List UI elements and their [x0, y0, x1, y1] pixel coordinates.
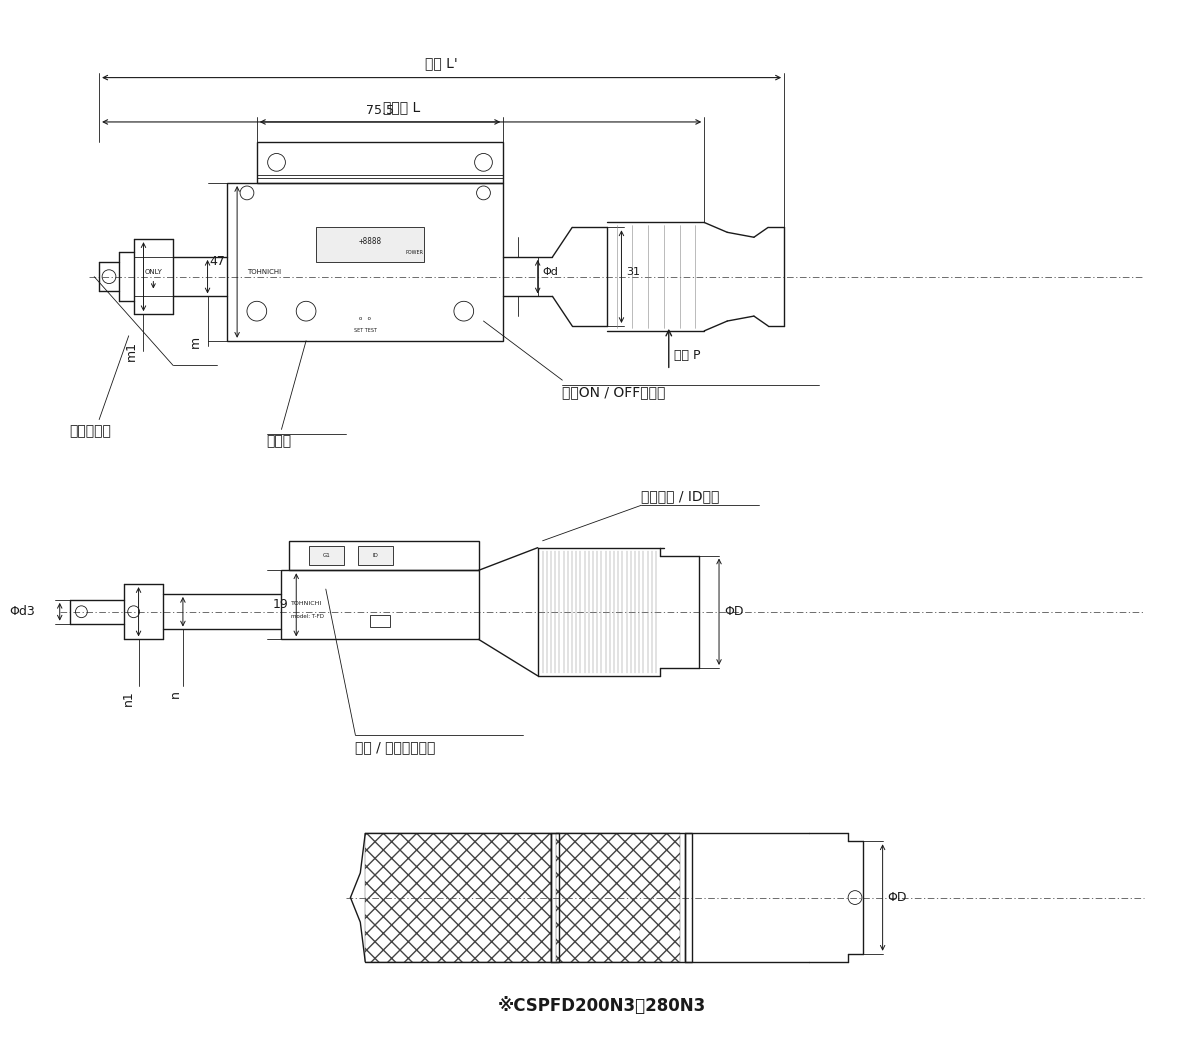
- Bar: [227, 183, 503, 341]
- Text: 19: 19: [272, 598, 288, 612]
- Text: ΦD: ΦD: [724, 605, 744, 618]
- Text: m: m: [190, 336, 203, 347]
- Text: SET TEST: SET TEST: [354, 329, 377, 334]
- Bar: [316, 227, 425, 262]
- Text: ΦD: ΦD: [888, 891, 907, 905]
- Bar: [370, 615, 390, 627]
- Bar: [310, 545, 343, 565]
- Bar: [282, 571, 479, 639]
- Bar: [359, 545, 392, 565]
- Text: o   o: o o: [359, 316, 371, 320]
- Text: Φd: Φd: [542, 266, 558, 277]
- Text: 表示部: 表示部: [266, 434, 292, 449]
- Text: model: T-FD: model: T-FD: [292, 614, 324, 619]
- Text: ONLY: ONLY: [144, 269, 162, 275]
- Text: 手力 P: 手力 P: [673, 349, 700, 362]
- Text: TOHNICHI: TOHNICHI: [292, 601, 323, 607]
- Text: 型式 / 製造番号刺印: 型式 / 製造番号刺印: [355, 740, 436, 754]
- Bar: [289, 541, 479, 571]
- Bar: [257, 142, 503, 183]
- Text: ID: ID: [373, 553, 378, 558]
- Text: 有効長 L: 有効長 L: [383, 100, 420, 114]
- Text: n1: n1: [122, 691, 136, 707]
- Text: 47: 47: [210, 256, 226, 269]
- Text: ボルト中心: ボルト中心: [70, 424, 112, 438]
- Text: 電源ON / OFFボタン: 電源ON / OFFボタン: [563, 385, 666, 399]
- Text: 全長 L': 全長 L': [425, 56, 458, 69]
- Text: n: n: [168, 691, 181, 698]
- Text: 31: 31: [626, 266, 641, 277]
- Text: +8888: +8888: [359, 237, 382, 246]
- Text: m1: m1: [125, 341, 138, 361]
- Text: POWER: POWER: [406, 250, 424, 255]
- Bar: [684, 834, 692, 961]
- Text: Φd3: Φd3: [10, 605, 35, 618]
- Text: TOHNICHI: TOHNICHI: [247, 269, 281, 275]
- Text: G1: G1: [323, 553, 330, 558]
- Bar: [552, 834, 559, 961]
- Text: グループ / ID表示: グループ / ID表示: [641, 490, 720, 503]
- Text: 75.5: 75.5: [366, 104, 394, 117]
- Text: ※CSPFD200N3・280N3: ※CSPFD200N3・280N3: [498, 997, 706, 1015]
